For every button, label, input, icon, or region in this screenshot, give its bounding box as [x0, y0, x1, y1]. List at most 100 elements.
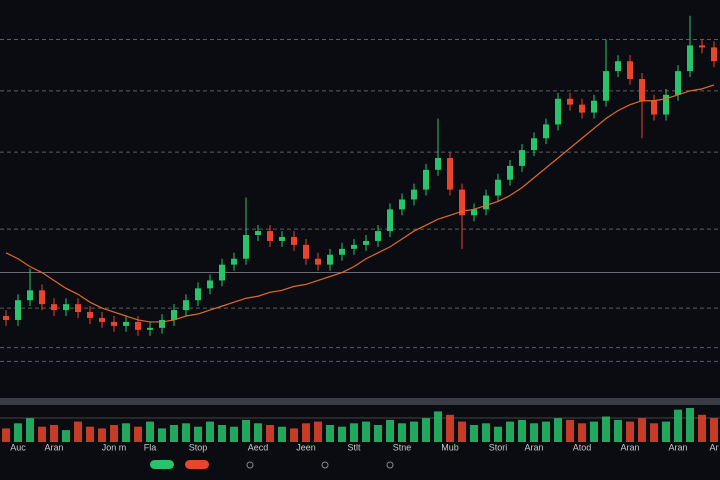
volume-bar	[170, 425, 178, 442]
volume-bar	[62, 430, 70, 442]
volume-bar	[482, 423, 490, 442]
volume-bar	[506, 421, 514, 442]
candle-body	[399, 199, 405, 210]
candle-body	[375, 231, 381, 241]
candle-body	[327, 254, 333, 265]
candle-body	[243, 235, 249, 259]
legend-icon[interactable]	[246, 461, 254, 469]
x-tick-label: Jeen	[296, 442, 316, 452]
candle-body	[159, 319, 165, 328]
x-tick-label: Jon m	[102, 442, 127, 452]
volume-bar	[458, 421, 466, 442]
volume-bar	[218, 425, 226, 442]
candle-body	[483, 195, 489, 210]
candle-body	[291, 237, 297, 245]
candle-body	[435, 158, 441, 170]
x-tick-label: Stop	[189, 442, 208, 452]
volume-bar	[518, 419, 526, 442]
volume-bar	[110, 425, 118, 442]
volume-bar	[614, 419, 622, 442]
candle-body	[195, 288, 201, 301]
volume-bar	[410, 421, 418, 442]
volume-bar	[362, 421, 370, 442]
x-tick-label: Aran	[524, 442, 543, 452]
volume-bar	[146, 421, 154, 442]
volume-bar	[710, 418, 718, 442]
candle-body	[363, 240, 369, 245]
candle-body	[231, 258, 237, 265]
candle-body	[663, 94, 669, 115]
candle-body	[591, 100, 597, 113]
candle-body	[87, 312, 93, 318]
candle-body	[411, 189, 417, 200]
legend-pill-up[interactable]	[150, 460, 174, 469]
candle-body	[339, 248, 345, 255]
volume-bar	[542, 421, 550, 442]
volume-bar	[290, 428, 298, 442]
candle-body	[123, 321, 129, 326]
candle-body	[447, 158, 453, 190]
x-tick-label: Stori	[489, 442, 508, 452]
volume-bar	[278, 426, 286, 442]
volume-bar	[14, 423, 22, 442]
volume-bar	[434, 411, 442, 442]
candle-body	[171, 310, 177, 320]
volume-bar	[134, 426, 142, 442]
moving-average	[5, 84, 715, 323]
volume-bar	[242, 419, 250, 442]
candle-body	[651, 100, 657, 115]
x-tick-label: Ar	[710, 442, 719, 452]
candle-body	[579, 104, 585, 113]
candle-body	[567, 98, 573, 105]
legend-icon[interactable]	[386, 461, 394, 469]
volume-bar	[698, 414, 706, 442]
panel-divider	[0, 398, 720, 405]
candle-body	[387, 209, 393, 232]
volume-bar	[26, 418, 34, 442]
candle-body	[531, 138, 537, 151]
legend-pill-down[interactable]	[185, 460, 209, 469]
candle-body	[27, 290, 33, 301]
candle-body	[315, 258, 321, 265]
volume-bar	[206, 421, 214, 442]
candle-body	[279, 237, 285, 241]
legend-icon[interactable]	[321, 461, 329, 469]
volume-bar	[122, 423, 130, 442]
candle-body	[639, 79, 645, 101]
candle-body	[15, 300, 21, 320]
volume-bar	[2, 428, 10, 442]
candle-body	[267, 231, 273, 241]
candle-body	[183, 300, 189, 311]
volume-bar	[50, 425, 58, 442]
candle-body	[111, 321, 117, 326]
volume-bar	[74, 421, 82, 442]
volume-bar	[626, 421, 634, 442]
volume-bar	[38, 426, 46, 442]
candle-body	[543, 124, 549, 139]
volume-bar	[674, 409, 682, 442]
candle-body	[135, 321, 141, 330]
candle-body	[351, 244, 357, 249]
candle-body	[555, 98, 561, 125]
volume-bar	[98, 428, 106, 442]
candle-body	[423, 169, 429, 190]
volume-bar	[638, 418, 646, 442]
volume-bar	[602, 416, 610, 442]
candle-body	[459, 189, 465, 216]
volume-bar	[494, 426, 502, 442]
x-tick-label: Auc	[10, 442, 26, 452]
candle-body	[615, 61, 621, 72]
candle-body	[75, 304, 81, 313]
volume-bar	[590, 421, 598, 442]
candle-body	[147, 327, 153, 330]
candle-body	[687, 45, 693, 72]
volume-bar	[158, 428, 166, 442]
volume-bar	[182, 423, 190, 442]
candle-body	[507, 165, 513, 180]
candle-body	[627, 61, 633, 79]
candle-body	[495, 179, 501, 196]
volume-bar	[554, 418, 562, 442]
candle-body	[51, 304, 57, 311]
candle-body	[3, 316, 9, 320]
